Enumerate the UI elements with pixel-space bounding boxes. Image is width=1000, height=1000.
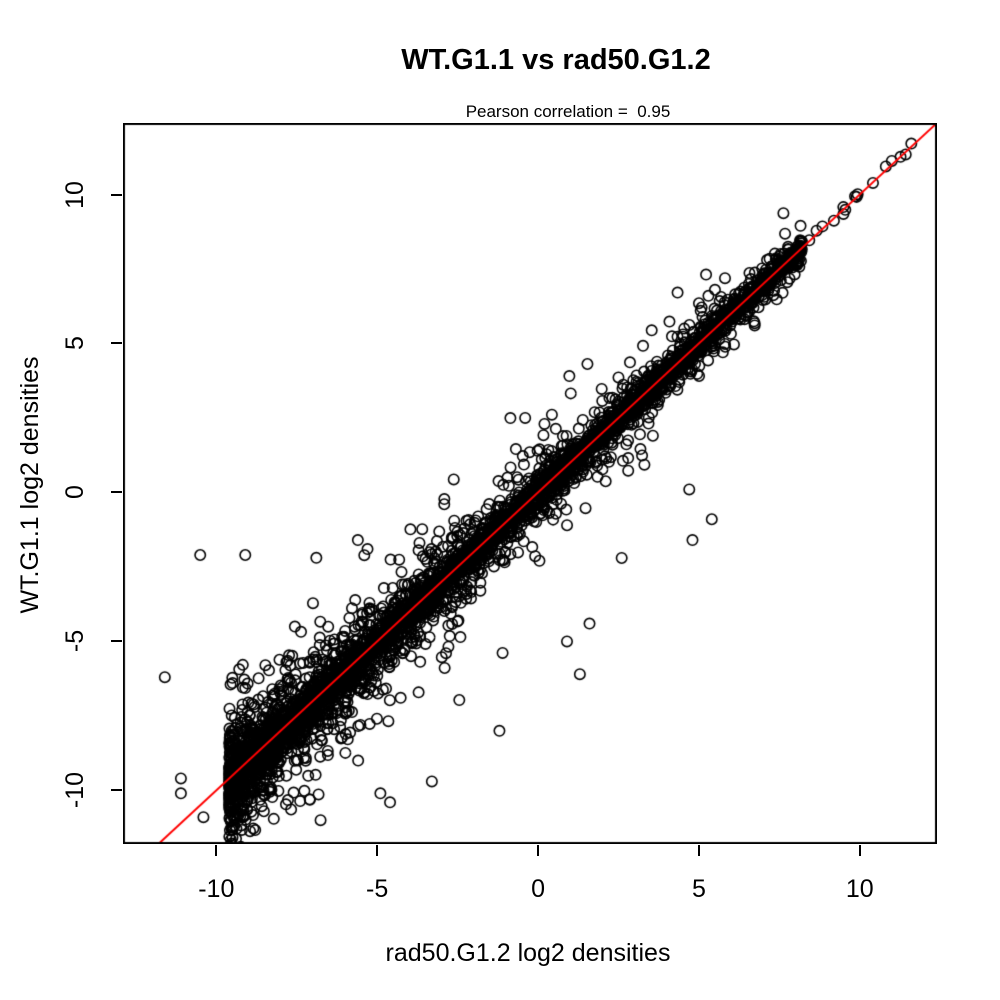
x-tick-label: -10: [198, 875, 235, 903]
y-tick-label: 5: [61, 336, 89, 351]
x-tick-mark: [215, 845, 218, 856]
y-tick-mark: [111, 193, 122, 196]
y-tick-mark: [111, 491, 122, 494]
y-tick-label: 10: [61, 180, 89, 209]
y-tick-mark: [111, 789, 122, 792]
x-tick-label: 5: [691, 875, 706, 903]
y-axis-label: WT.G1.1 log2 densities: [16, 356, 44, 614]
y-tick-label: 0: [61, 485, 89, 500]
x-tick-label: 0: [531, 875, 545, 903]
x-axis-label: rad50.G1.2 log2 densities: [385, 939, 671, 967]
chart-title: WT.G1.1 vs rad50.G1.2: [401, 44, 711, 76]
pearson-correlation-subtitle: Pearson correlation = 0.95: [465, 102, 671, 121]
y-tick-label: -10: [61, 772, 89, 809]
y-tick-mark: [111, 640, 122, 643]
x-tick-mark: [858, 845, 861, 856]
x-tick-mark: [697, 845, 700, 856]
y-tick-label: -5: [61, 630, 89, 653]
scatter-plot-canvas: [123, 123, 937, 844]
x-tick-mark: [376, 845, 379, 856]
x-tick-mark: [537, 845, 540, 856]
x-tick-label: -5: [366, 875, 389, 903]
y-tick-mark: [111, 342, 122, 345]
x-tick-label: 10: [845, 875, 874, 903]
